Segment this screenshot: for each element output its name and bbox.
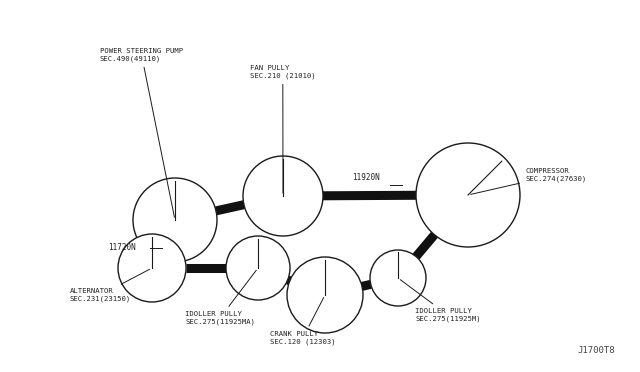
Text: IDOLLER PULLY
SEC.275(11925MA): IDOLLER PULLY SEC.275(11925MA) <box>185 270 256 325</box>
Text: CRANK PULLY
SEC.120 (12303): CRANK PULLY SEC.120 (12303) <box>270 298 335 345</box>
Text: COMPRESSOR
SEC.274(27630): COMPRESSOR SEC.274(27630) <box>470 168 586 195</box>
Circle shape <box>226 236 290 300</box>
Text: 11720N: 11720N <box>108 244 136 253</box>
Circle shape <box>133 178 217 262</box>
Text: 11920N: 11920N <box>352 173 380 183</box>
Circle shape <box>416 143 520 247</box>
Circle shape <box>243 156 323 236</box>
Text: J1700T8: J1700T8 <box>577 346 615 355</box>
Text: POWER STEERING PUMP
SEC.490(49110): POWER STEERING PUMP SEC.490(49110) <box>100 48 183 217</box>
Text: FAN PULLY
SEC.210 (21010): FAN PULLY SEC.210 (21010) <box>250 65 316 193</box>
Circle shape <box>287 257 363 333</box>
Circle shape <box>370 250 426 306</box>
Text: IDOLLER PULLY
SEC.275(11925M): IDOLLER PULLY SEC.275(11925M) <box>400 280 481 322</box>
Circle shape <box>118 234 186 302</box>
Text: ALTERNATOR
SEC.231(23150): ALTERNATOR SEC.231(23150) <box>70 269 150 302</box>
